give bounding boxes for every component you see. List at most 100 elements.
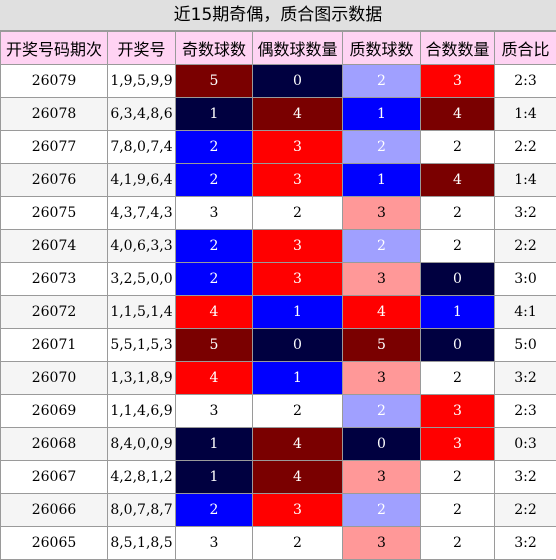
ratio-cell: 0:3 bbox=[494, 427, 556, 461]
table-row: 26073 3,2,5,0,0 2 3 3 0 3:0 bbox=[0, 262, 556, 296]
table-row: 26079 1,9,5,9,9 5 0 2 3 2:3 bbox=[0, 64, 556, 98]
numbers-cell: 4,0,6,3,3 bbox=[107, 229, 176, 263]
even-cell: 2 bbox=[252, 394, 343, 428]
odd-cell: 2 bbox=[175, 163, 253, 197]
prime-cell: 3 bbox=[342, 361, 421, 395]
period-cell: 26077 bbox=[0, 130, 108, 164]
composite-cell: 2 bbox=[420, 526, 495, 560]
composite-cell: 2 bbox=[420, 460, 495, 494]
numbers-cell: 4,3,7,4,3 bbox=[107, 196, 176, 230]
even-cell: 1 bbox=[252, 361, 343, 395]
numbers-cell: 1,1,4,6,9 bbox=[107, 394, 176, 428]
even-cell: 4 bbox=[252, 427, 343, 461]
odd-cell: 1 bbox=[175, 427, 253, 461]
table-row: 26067 4,2,8,1,2 1 4 3 2 3:2 bbox=[0, 460, 556, 494]
even-cell: 4 bbox=[252, 97, 343, 131]
period-cell: 26070 bbox=[0, 361, 108, 395]
even-cell: 1 bbox=[252, 295, 343, 329]
numbers-cell: 8,4,0,0,9 bbox=[107, 427, 176, 461]
odd-cell: 5 bbox=[175, 328, 253, 362]
odd-cell: 4 bbox=[175, 295, 253, 329]
even-cell: 3 bbox=[252, 493, 343, 527]
even-cell: 3 bbox=[252, 130, 343, 164]
prime-cell: 1 bbox=[342, 163, 421, 197]
header-odd-count: 奇数球数 bbox=[175, 31, 253, 65]
period-cell: 26075 bbox=[0, 196, 108, 230]
ratio-cell: 4:1 bbox=[494, 295, 556, 329]
prime-cell: 1 bbox=[342, 97, 421, 131]
ratio-cell: 2:2 bbox=[494, 130, 556, 164]
even-cell: 0 bbox=[252, 328, 343, 362]
table-row: 26077 7,8,0,7,4 2 3 2 2 2:2 bbox=[0, 130, 556, 164]
prime-cell: 0 bbox=[342, 427, 421, 461]
numbers-cell: 6,3,4,8,6 bbox=[107, 97, 176, 131]
odd-cell: 4 bbox=[175, 361, 253, 395]
table-row: 26071 5,5,1,5,3 5 0 5 0 5:0 bbox=[0, 328, 556, 362]
header-composite-count: 合数数量 bbox=[420, 31, 495, 65]
composite-cell: 4 bbox=[420, 97, 495, 131]
composite-cell: 3 bbox=[420, 394, 495, 428]
header-row: 开奖号码期次 开奖号 奇数球数 偶数球数量 质数球数 合数数量 质合比 bbox=[0, 31, 556, 65]
ratio-cell: 2:3 bbox=[494, 394, 556, 428]
header-prime-count: 质数球数 bbox=[342, 31, 421, 65]
table-row: 26069 1,1,4,6,9 3 2 2 3 2:3 bbox=[0, 394, 556, 428]
header-even-count: 偶数球数量 bbox=[252, 31, 343, 65]
ratio-cell: 3:2 bbox=[494, 460, 556, 494]
period-cell: 26066 bbox=[0, 493, 108, 527]
even-cell: 4 bbox=[252, 460, 343, 494]
even-cell: 0 bbox=[252, 64, 343, 98]
composite-cell: 4 bbox=[420, 163, 495, 197]
period-cell: 26065 bbox=[0, 526, 108, 560]
numbers-cell: 1,3,1,8,9 bbox=[107, 361, 176, 395]
ratio-cell: 3:2 bbox=[494, 361, 556, 395]
numbers-cell: 1,1,5,1,4 bbox=[107, 295, 176, 329]
ratio-cell: 2:2 bbox=[494, 229, 556, 263]
numbers-cell: 4,1,9,6,4 bbox=[107, 163, 176, 197]
prime-cell: 2 bbox=[342, 229, 421, 263]
prime-cell: 4 bbox=[342, 295, 421, 329]
odd-cell: 2 bbox=[175, 493, 253, 527]
composite-cell: 2 bbox=[420, 229, 495, 263]
period-cell: 26069 bbox=[0, 394, 108, 428]
ratio-cell: 2:3 bbox=[494, 64, 556, 98]
period-cell: 26067 bbox=[0, 460, 108, 494]
numbers-cell: 4,2,8,1,2 bbox=[107, 460, 176, 494]
composite-cell: 0 bbox=[420, 262, 495, 296]
ratio-cell: 2:2 bbox=[494, 493, 556, 527]
table-row: 26070 1,3,1,8,9 4 1 3 2 3:2 bbox=[0, 361, 556, 395]
composite-cell: 2 bbox=[420, 493, 495, 527]
period-cell: 26073 bbox=[0, 262, 108, 296]
period-cell: 26079 bbox=[0, 64, 108, 98]
table-row: 26074 4,0,6,3,3 2 3 2 2 2:2 bbox=[0, 229, 556, 263]
prime-cell: 3 bbox=[342, 262, 421, 296]
table-row: 26076 4,1,9,6,4 2 3 1 4 1:4 bbox=[0, 163, 556, 197]
prime-cell: 5 bbox=[342, 328, 421, 362]
odd-cell: 2 bbox=[175, 229, 253, 263]
parity-prime-table: 开奖号码期次 开奖号 奇数球数 偶数球数量 质数球数 合数数量 质合比 2607… bbox=[0, 31, 556, 560]
numbers-cell: 1,9,5,9,9 bbox=[107, 64, 176, 98]
prime-cell: 2 bbox=[342, 394, 421, 428]
table-row: 26078 6,3,4,8,6 1 4 1 4 1:4 bbox=[0, 97, 556, 131]
prime-cell: 3 bbox=[342, 526, 421, 560]
odd-cell: 2 bbox=[175, 262, 253, 296]
numbers-cell: 5,5,1,5,3 bbox=[107, 328, 176, 362]
numbers-cell: 8,0,7,8,7 bbox=[107, 493, 176, 527]
even-cell: 3 bbox=[252, 229, 343, 263]
odd-cell: 3 bbox=[175, 394, 253, 428]
prime-cell: 2 bbox=[342, 64, 421, 98]
period-cell: 26078 bbox=[0, 97, 108, 131]
period-cell: 26072 bbox=[0, 295, 108, 329]
table-row: 26075 4,3,7,4,3 3 2 3 2 3:2 bbox=[0, 196, 556, 230]
composite-cell: 3 bbox=[420, 427, 495, 461]
table-row: 26065 8,5,1,8,5 3 2 3 2 3:2 bbox=[0, 526, 556, 560]
table-row: 26066 8,0,7,8,7 2 3 2 2 2:2 bbox=[0, 493, 556, 527]
even-cell: 2 bbox=[252, 196, 343, 230]
ratio-cell: 3:0 bbox=[494, 262, 556, 296]
odd-cell: 3 bbox=[175, 196, 253, 230]
odd-cell: 3 bbox=[175, 526, 253, 560]
header-numbers: 开奖号 bbox=[107, 31, 176, 65]
numbers-cell: 8,5,1,8,5 bbox=[107, 526, 176, 560]
odd-cell: 1 bbox=[175, 97, 253, 131]
composite-cell: 1 bbox=[420, 295, 495, 329]
period-cell: 26068 bbox=[0, 427, 108, 461]
